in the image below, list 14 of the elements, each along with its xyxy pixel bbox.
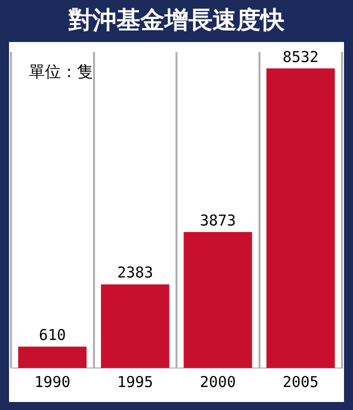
- data-label: 610: [38, 326, 66, 344]
- bar: [18, 346, 87, 368]
- x-tick-label: 2000: [200, 372, 236, 391]
- bar: [266, 68, 335, 368]
- chart-title: 對沖基金增長速度快: [67, 5, 286, 36]
- bar: [100, 284, 170, 368]
- x-tick-label: 1995: [117, 372, 154, 391]
- bar: [184, 232, 252, 368]
- data-label: 3873: [200, 211, 236, 230]
- annotation: 單位：隻: [29, 62, 93, 83]
- data-label: 8532: [282, 48, 319, 66]
- data-label: 2383: [117, 264, 154, 282]
- x-tick-label: 2005: [282, 372, 319, 391]
- x-tick-label: 1990: [34, 372, 70, 391]
